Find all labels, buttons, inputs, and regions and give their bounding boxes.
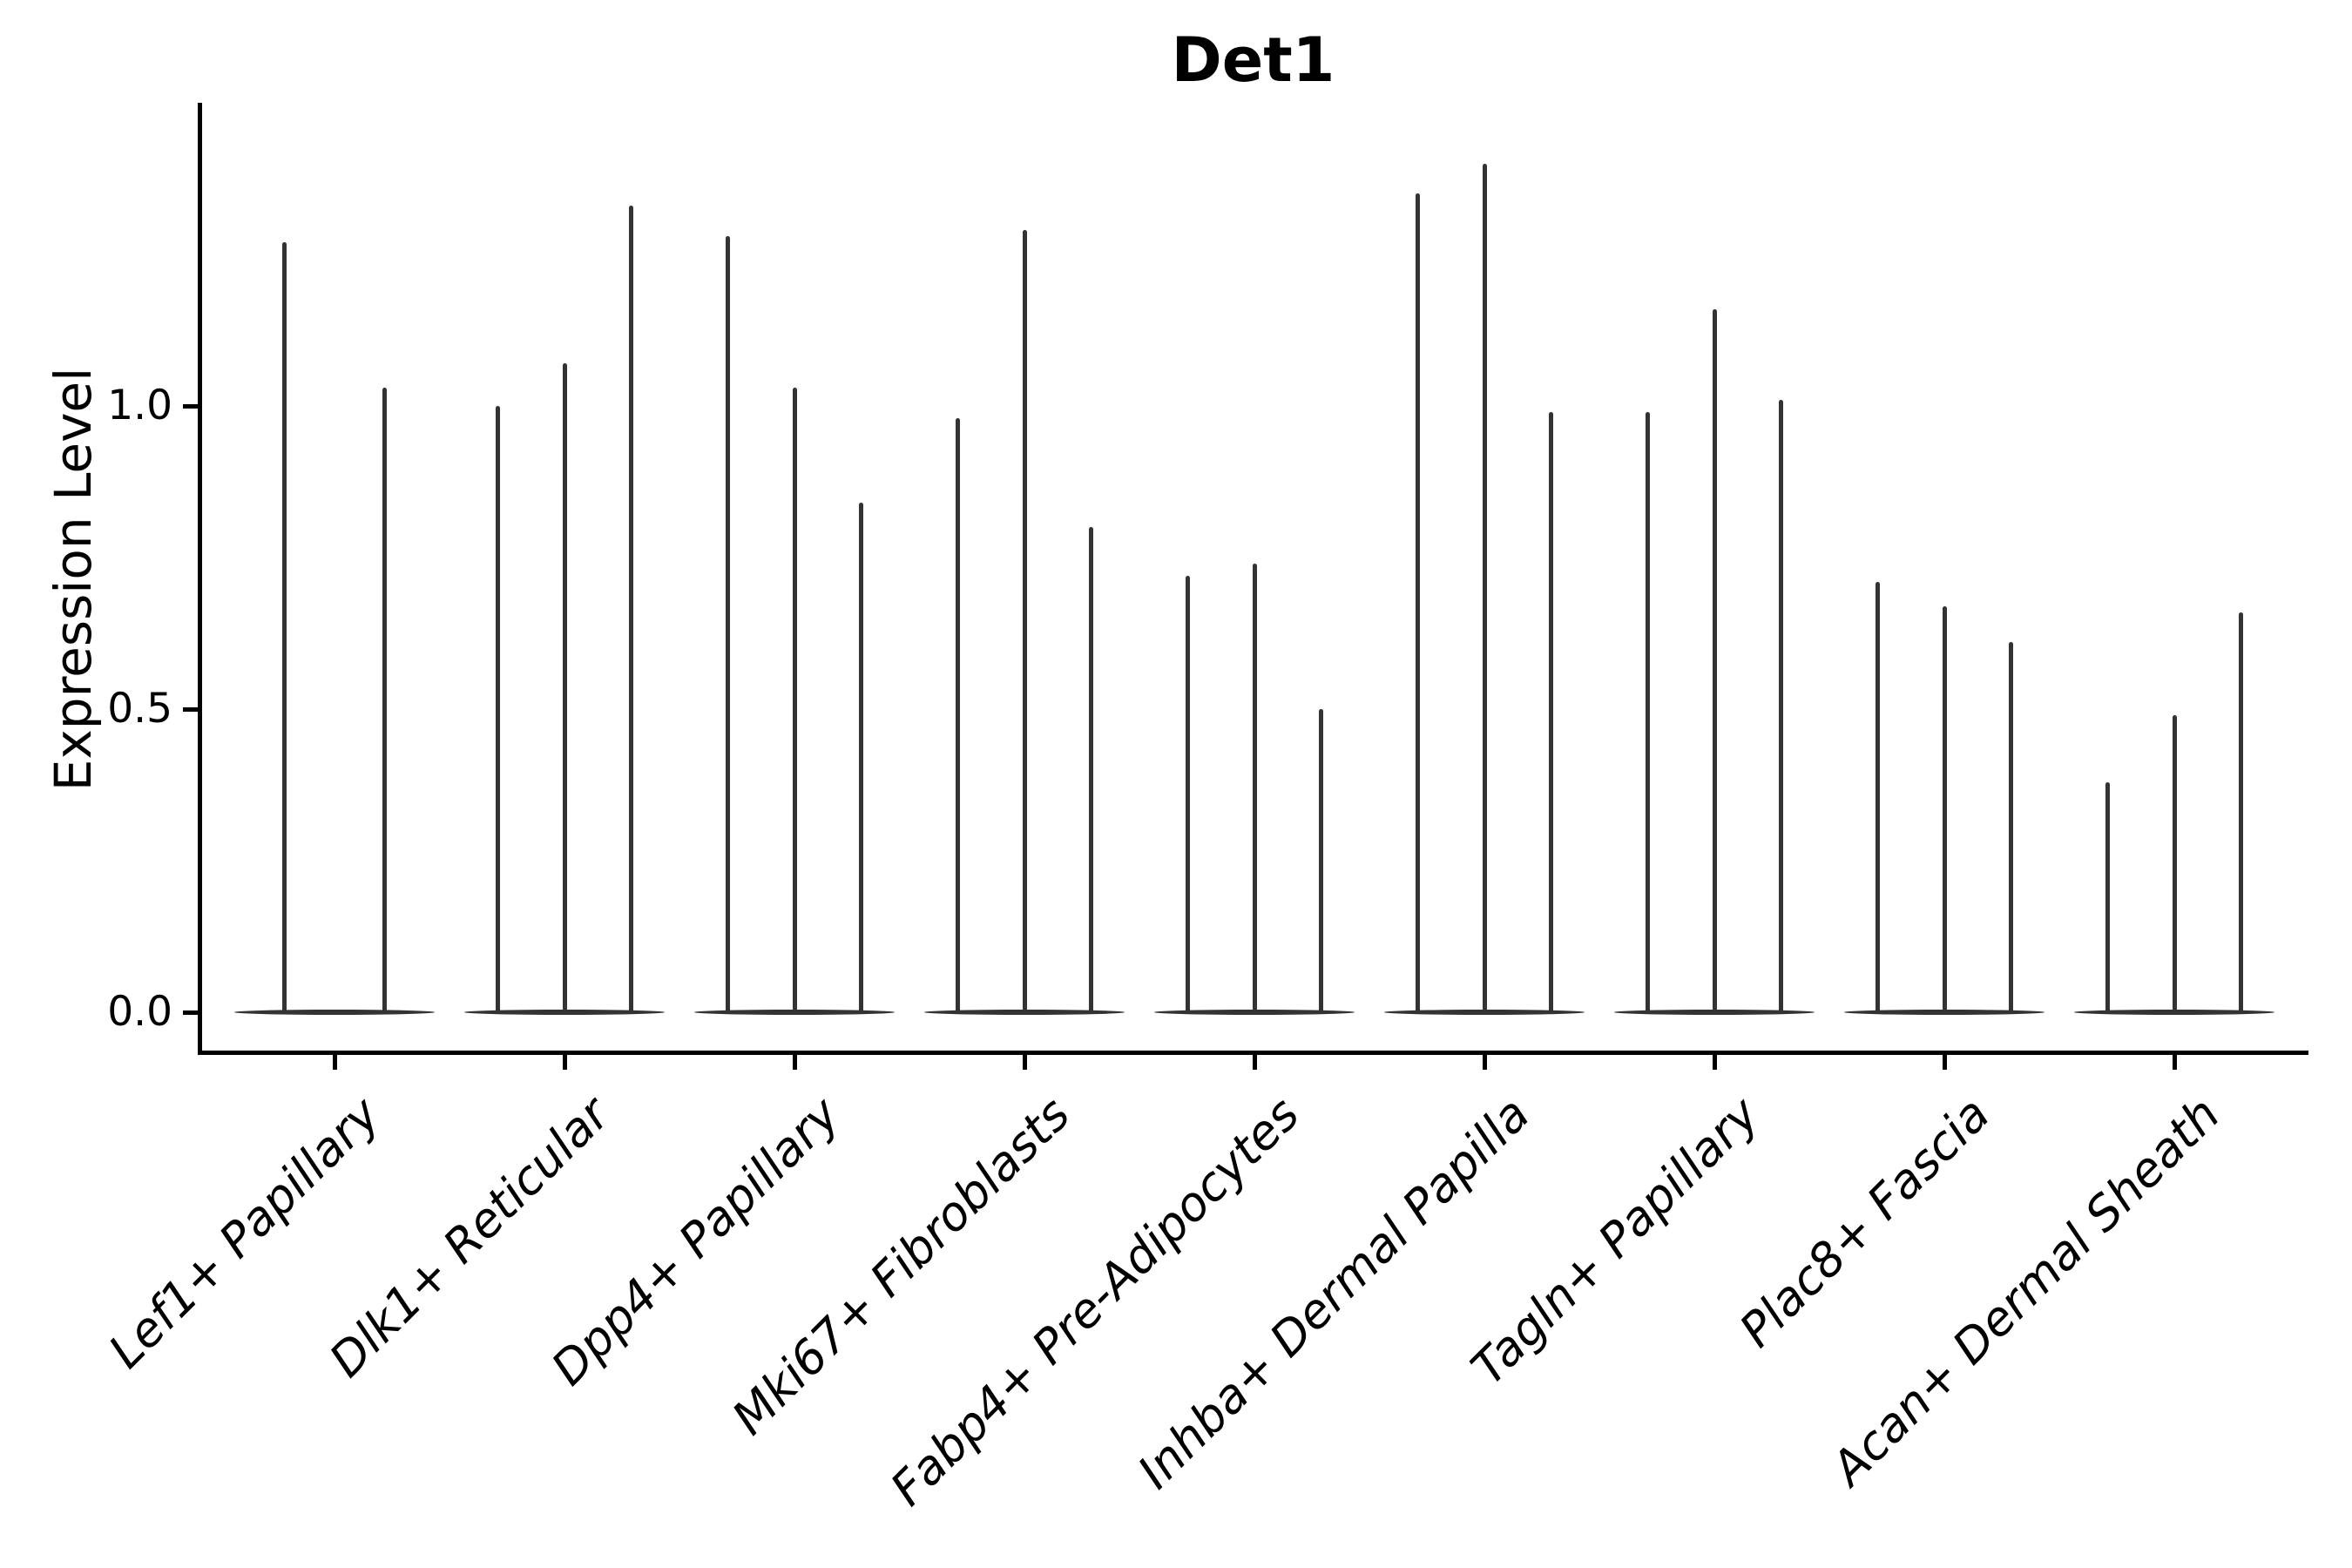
x-tick bbox=[1252, 1055, 1257, 1070]
x-tick-label: Acan+ Dermal Sheath bbox=[1821, 1086, 2230, 1497]
chart-title: Det1 bbox=[1171, 24, 1335, 96]
violin-spike bbox=[282, 242, 287, 1014]
violin-spike bbox=[859, 503, 864, 1014]
violin-spike bbox=[495, 406, 500, 1014]
violin-spike bbox=[629, 206, 634, 1014]
violin-spike bbox=[792, 388, 797, 1014]
violin-spike bbox=[382, 388, 387, 1014]
violin-spike bbox=[1645, 412, 1650, 1014]
x-axis-spine bbox=[198, 1051, 2308, 1055]
violin-spike bbox=[1252, 564, 1257, 1014]
y-tick-label: 0.0 bbox=[107, 988, 172, 1036]
violin-spike bbox=[1185, 576, 1190, 1014]
y-tick bbox=[183, 1010, 198, 1015]
y-tick-label: 0.5 bbox=[107, 685, 172, 733]
violin-spike bbox=[2172, 715, 2177, 1014]
violin-spike bbox=[2009, 642, 2014, 1014]
violin-spike bbox=[955, 418, 960, 1014]
x-tick bbox=[562, 1055, 567, 1070]
y-tick bbox=[183, 403, 198, 409]
x-tick bbox=[1022, 1055, 1027, 1070]
violin-spike bbox=[725, 236, 730, 1014]
x-tick bbox=[1942, 1055, 1947, 1070]
violin-spike bbox=[1415, 193, 1420, 1014]
y-tick-label: 1.0 bbox=[107, 382, 172, 429]
violin-spike bbox=[2105, 782, 2110, 1014]
violin-spike bbox=[1942, 606, 1947, 1014]
violin-spike bbox=[2239, 612, 2244, 1014]
violin-spike bbox=[1319, 709, 1324, 1014]
violin-spike bbox=[1482, 164, 1487, 1014]
x-tick bbox=[2172, 1055, 2177, 1070]
violin-spike bbox=[1549, 412, 1554, 1014]
x-tick bbox=[792, 1055, 797, 1070]
y-tick bbox=[183, 706, 198, 712]
y-axis-spine bbox=[198, 103, 202, 1055]
x-tick bbox=[332, 1055, 337, 1070]
violin-spike bbox=[1779, 400, 1784, 1014]
violin-spike bbox=[1875, 582, 1880, 1014]
x-tick-label: Inhba+ Dermal Papilla bbox=[1127, 1086, 1540, 1500]
x-tick bbox=[1712, 1055, 1717, 1070]
violin-base bbox=[234, 1010, 435, 1015]
violin-spike bbox=[562, 363, 567, 1014]
x-tick-label: Fabp4+ Pre-Adipocytes bbox=[880, 1086, 1310, 1517]
x-tick bbox=[1482, 1055, 1487, 1070]
violin-spike bbox=[1022, 230, 1027, 1014]
violin-spike bbox=[1089, 527, 1094, 1014]
violin-spike bbox=[1712, 309, 1717, 1014]
